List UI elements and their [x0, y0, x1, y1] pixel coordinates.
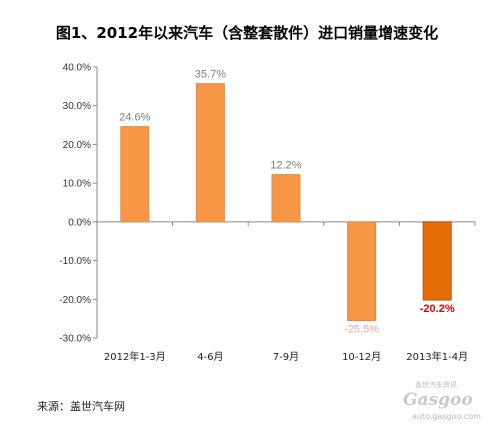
source-note: 来源：盖世汽车网: [37, 399, 125, 413]
x-tick-label: 7-9月: [273, 351, 299, 363]
watermark: 盖世汽车资讯 Gasgoo auto.gasgoo.com: [403, 380, 481, 421]
y-tick-label: -10.0%: [59, 256, 91, 267]
data-label: -20.2%: [420, 303, 455, 315]
y-tick-label: 0.0%: [68, 217, 91, 228]
x-tick-label: 2013年1-4月: [406, 350, 468, 363]
bar: [347, 221, 377, 322]
data-label: 35.7%: [195, 69, 226, 81]
bar: [120, 126, 150, 223]
watermark-url: auto.gasgoo.com: [412, 412, 481, 421]
bar: [195, 83, 225, 223]
data-label: 24.6%: [119, 112, 150, 124]
x-tick-label: 10-12月: [342, 351, 381, 363]
plot-area: 40.0% 30.0% 20.0% 10.0% 0.0% -10.0% -20.0% -30.…: [59, 63, 476, 363]
y-tick-label: 40.0%: [63, 63, 91, 74]
bar: [271, 174, 301, 223]
bar: [422, 221, 452, 301]
y-tick-label: -20.0%: [59, 295, 91, 306]
y-tick-label: 20.0%: [63, 140, 91, 151]
x-tick-label: 2012年1-3月: [104, 350, 166, 363]
watermark-logo: Gasgoo: [403, 390, 473, 410]
y-tick-label: 10.0%: [63, 179, 91, 190]
x-tick-label: 4-6月: [197, 351, 223, 363]
data-label: -25.5%: [344, 324, 379, 336]
chart-title: 图1、2012年以来汽车（含整套散件）进口销量增速变化: [56, 24, 438, 42]
y-tick-label: -30.0%: [59, 334, 91, 345]
y-tick-label: 30.0%: [63, 101, 91, 112]
data-label: 12.2%: [270, 160, 301, 172]
watermark-cn: 盖世汽车资讯: [415, 380, 457, 389]
